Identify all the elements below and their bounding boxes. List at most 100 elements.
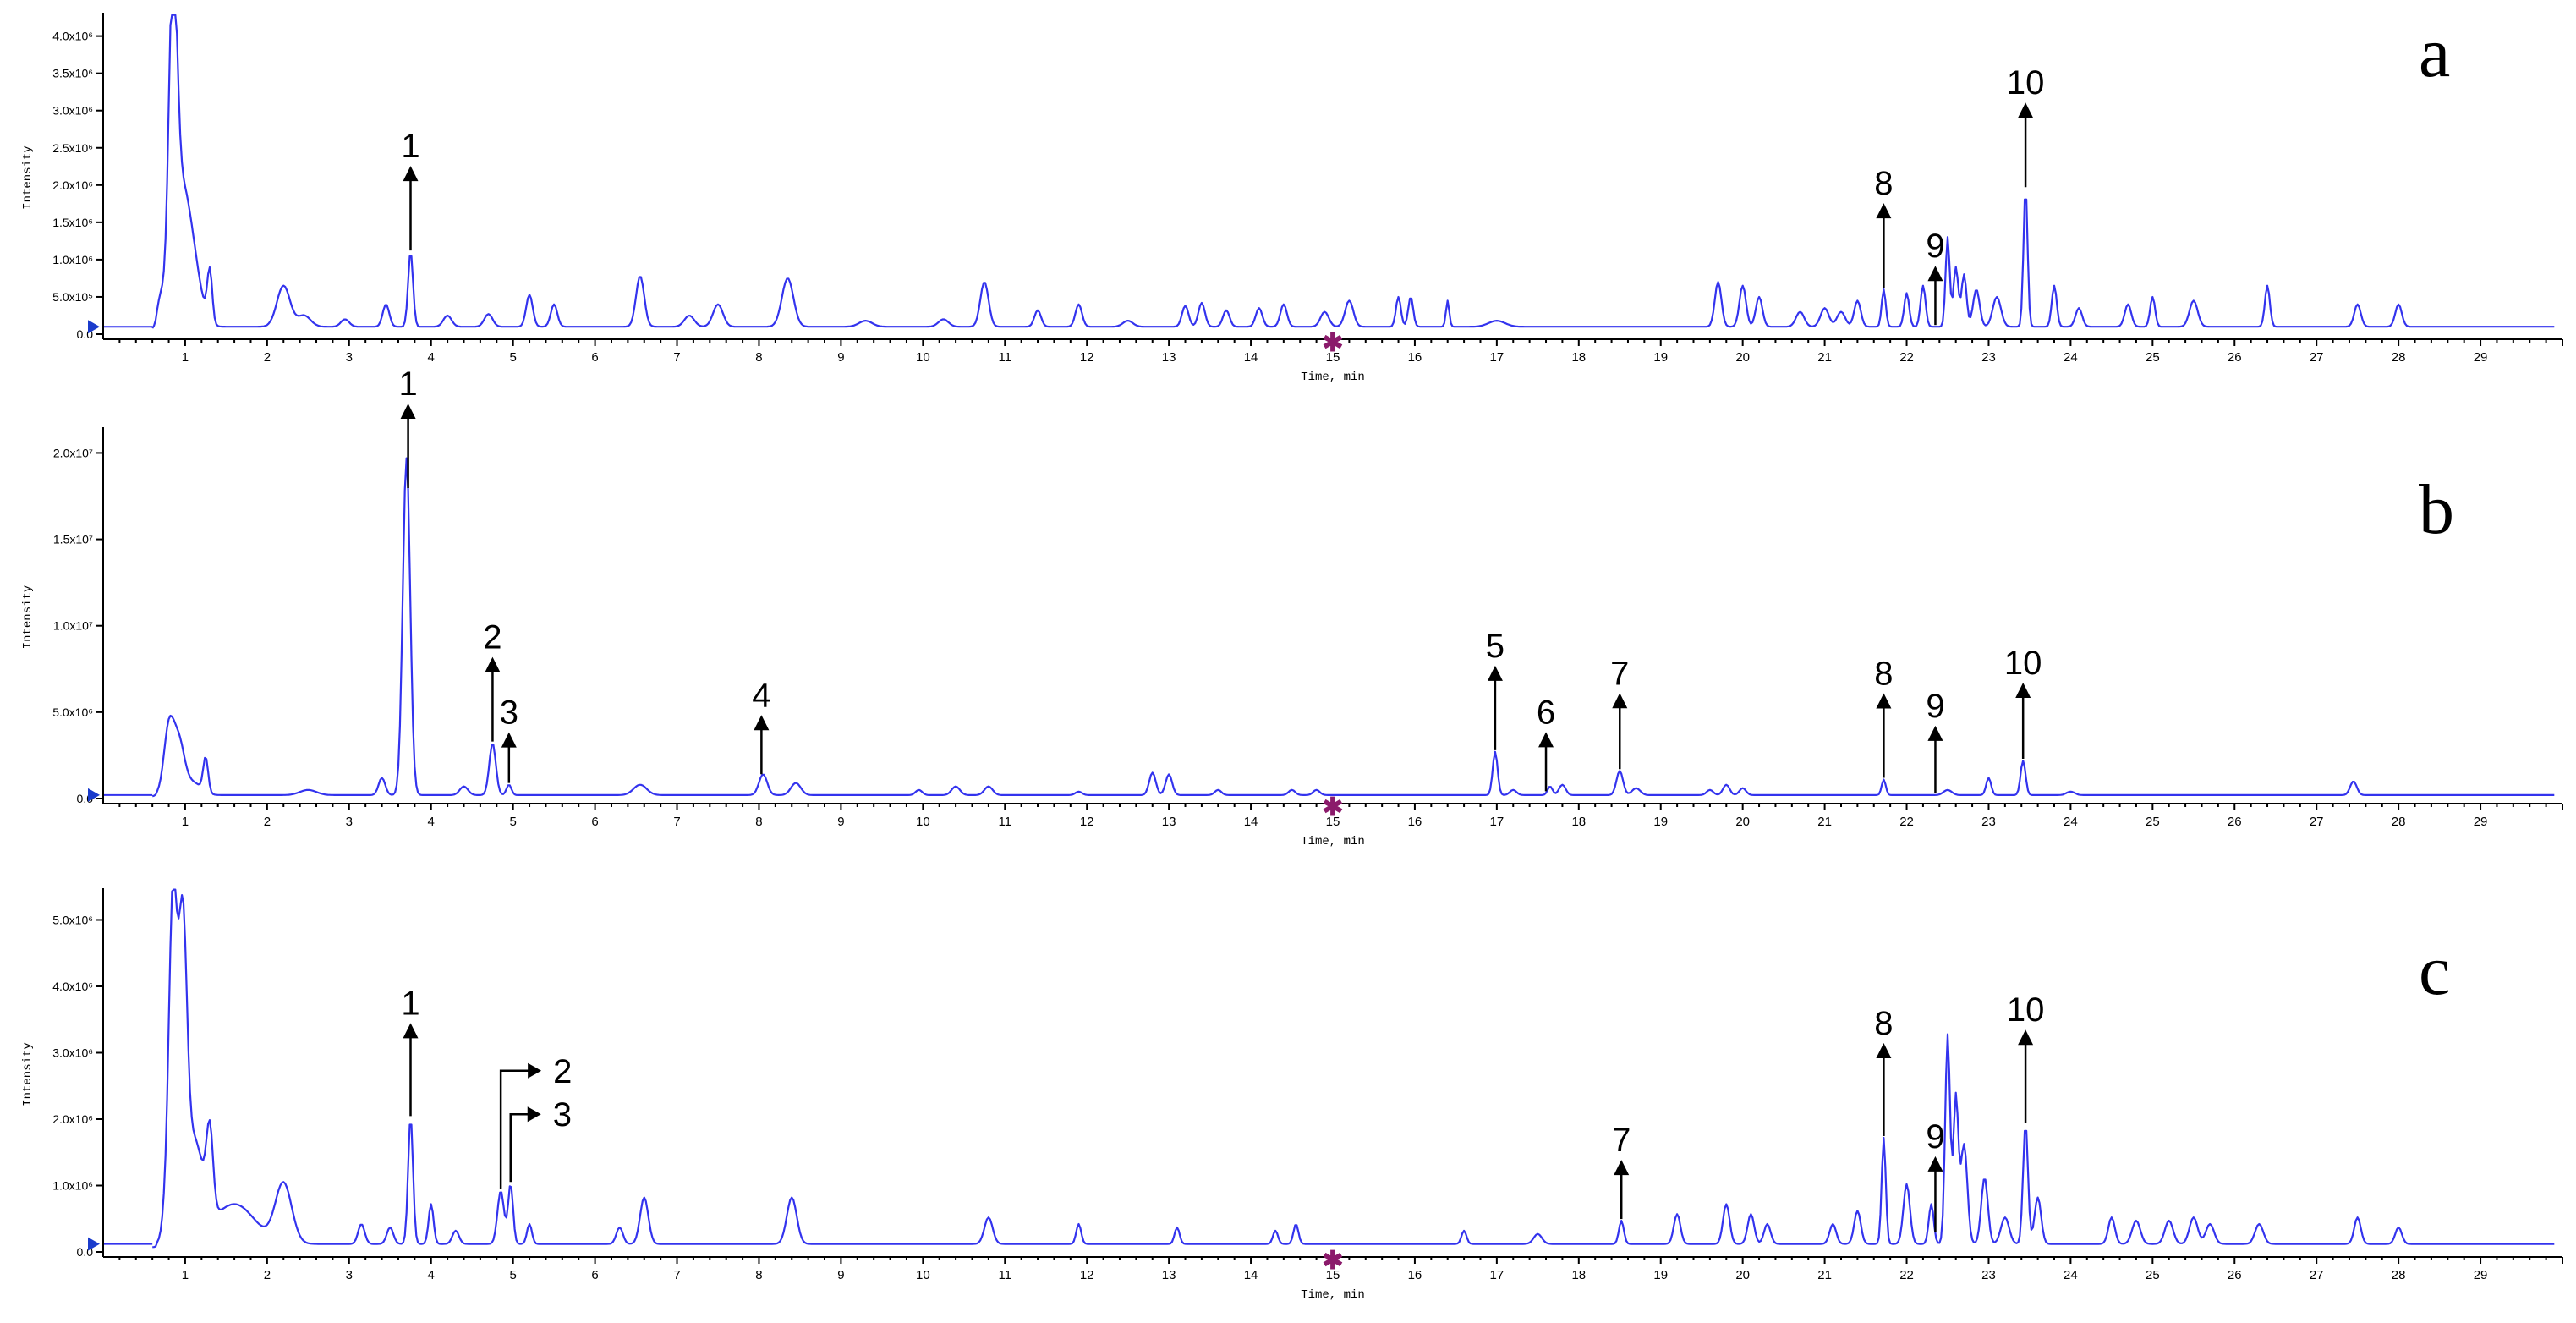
arrow-head-icon: [754, 715, 770, 731]
x-tick-label: 1: [182, 815, 189, 829]
x-tick-label: 14: [1244, 350, 1258, 365]
arrow-head-icon: [403, 1023, 419, 1039]
x-tick-label: 13: [1162, 350, 1176, 365]
x-tick-label: 14: [1244, 1268, 1258, 1282]
arrow-head-icon: [485, 656, 501, 672]
panel-letter: c: [2419, 931, 2450, 1010]
peak-label: 1: [401, 985, 419, 1022]
x-tick-label: 2: [264, 815, 271, 829]
x-tick-label: 12: [1080, 815, 1094, 829]
x-tick-label: 4: [428, 815, 435, 829]
x-tick-label: 20: [1735, 1268, 1750, 1282]
x-tick-label: 22: [1899, 815, 1914, 829]
peak-label: 10: [2007, 991, 2045, 1029]
x-tick-label: 26: [2228, 815, 2242, 829]
peak-label: 3: [553, 1096, 572, 1134]
panel-letter: b: [2419, 470, 2454, 549]
arrow-head-icon: [2018, 1029, 2034, 1046]
x-tick-label: 26: [2228, 350, 2242, 365]
x-tick-label: 7: [673, 350, 680, 365]
y-axis-title: Intensity: [21, 145, 35, 210]
x-tick-label: 22: [1899, 350, 1914, 365]
x-tick-label: 23: [1981, 1268, 1996, 1282]
y-tick-label: 5.0x10⁶: [52, 705, 93, 719]
arrow-head-icon: [1876, 203, 1892, 219]
peak-arrow: [499, 1069, 530, 1189]
x-tick-label: 8: [755, 350, 762, 365]
peak-arrow: [509, 1112, 529, 1183]
x-tick-label: 20: [1735, 350, 1750, 365]
peak-label: 9: [1926, 1118, 1944, 1156]
start-marker-icon: [88, 788, 100, 802]
arrow-head-icon: [1927, 266, 1943, 282]
y-tick-label: 1.0x10⁷: [53, 619, 93, 633]
x-tick-label: 7: [673, 815, 680, 829]
x-tick-label: 21: [1817, 815, 1832, 829]
peak-label: 9: [1926, 688, 1944, 725]
x-tick-label: 12: [1080, 1268, 1094, 1282]
x-tick-label: 28: [2392, 1268, 2406, 1282]
arrow-head-icon: [1876, 693, 1892, 709]
y-tick-label: 5.0x10⁵: [52, 290, 93, 304]
x-tick-label: 17: [1490, 815, 1504, 829]
x-axis-title: Time, min: [1301, 835, 1365, 848]
x-tick-label: 11: [998, 1268, 1011, 1282]
peak-label: 7: [1612, 1122, 1631, 1159]
x-tick-label: 19: [1653, 815, 1668, 829]
split-marker-icon: ✱: [1322, 793, 1343, 821]
y-tick-label: 1.5x10⁷: [53, 533, 93, 546]
y-tick-label: 3.0x10⁶: [52, 104, 93, 118]
arrow-head-icon: [400, 403, 416, 420]
x-tick-label: 24: [2064, 1268, 2078, 1282]
chromatogram-trace: [151, 14, 2555, 329]
x-tick-label: 17: [1490, 350, 1504, 365]
chromatogram-trace: [151, 457, 2555, 798]
start-marker-icon: [88, 1237, 100, 1251]
x-tick-label: 10: [916, 815, 930, 829]
x-tick-label: 15: [1326, 350, 1340, 365]
x-tick-label: 4: [428, 1268, 435, 1282]
x-tick-label: 15: [1326, 815, 1340, 829]
x-tick-label: 2: [264, 1268, 271, 1282]
x-tick-label: 2: [264, 350, 271, 365]
arrow-head-icon: [1927, 1156, 1943, 1172]
x-tick-label: 15: [1326, 1268, 1340, 1282]
y-tick-label: 2.0x10⁶: [52, 1112, 93, 1126]
peak-label: 7: [1610, 655, 1629, 692]
panel-letter: a: [2419, 14, 2450, 92]
x-tick-label: 17: [1490, 1268, 1504, 1282]
arrow-head-icon: [1876, 1042, 1892, 1058]
arrow-head-icon: [1538, 732, 1554, 748]
x-tick-label: 16: [1408, 815, 1422, 829]
x-tick-label: 8: [755, 1268, 762, 1282]
x-tick-label: 19: [1653, 1268, 1668, 1282]
y-tick-label: 1.5x10⁶: [52, 216, 93, 229]
y-tick-label: 5.0x10⁶: [52, 913, 93, 926]
arrow-head-icon: [1612, 693, 1628, 709]
x-tick-label: 10: [916, 350, 930, 365]
x-tick-label: 12: [1080, 350, 1094, 365]
x-tick-label: 16: [1408, 350, 1422, 365]
x-tick-label: 27: [2310, 815, 2324, 829]
y-tick-label: 4.0x10⁶: [52, 30, 93, 43]
x-tick-label: 23: [1981, 350, 1996, 365]
x-tick-label: 24: [2064, 815, 2078, 829]
x-tick-label: 22: [1899, 1268, 1914, 1282]
x-tick-label: 28: [2392, 350, 2406, 365]
x-tick-label: 13: [1162, 815, 1176, 829]
x-axis-title: Time, min: [1301, 1288, 1365, 1302]
x-tick-label: 13: [1162, 1268, 1176, 1282]
chromatogram-panel-a: 0.05.0x10⁵1.0x10⁶1.5x10⁶2.0x10⁶2.5x10⁶3.…: [21, 13, 2563, 384]
arrow-head-icon: [501, 732, 517, 748]
x-tick-label: 29: [2474, 350, 2488, 365]
peak-label: 6: [1537, 694, 1555, 731]
x-tick-label: 26: [2228, 1268, 2242, 1282]
x-tick-label: 11: [998, 350, 1011, 365]
peak-label: 10: [2007, 64, 2045, 102]
peak-label: 5: [1486, 628, 1504, 665]
y-tick-label: 2.5x10⁶: [52, 141, 93, 155]
x-tick-label: 1: [182, 1268, 189, 1282]
y-axis-title: Intensity: [21, 585, 35, 650]
